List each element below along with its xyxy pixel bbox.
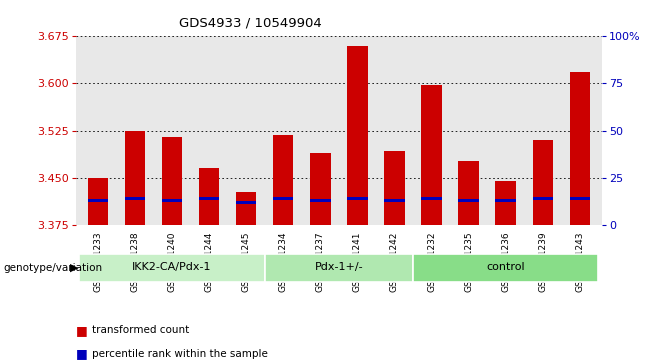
Text: GDS4933 / 10549904: GDS4933 / 10549904 [179,16,321,29]
Text: ▶: ▶ [70,263,78,273]
Text: genotype/variation: genotype/variation [3,263,103,273]
Bar [199,197,219,200]
Bar [273,135,293,225]
Text: control: control [486,262,525,272]
Bar [236,201,257,204]
Bar [125,131,145,225]
Bar [495,199,516,202]
Bar [459,161,479,225]
Bar [80,254,265,282]
Text: ■: ■ [76,347,88,360]
Bar [347,197,368,200]
Text: Pdx-1+/-: Pdx-1+/- [315,262,363,272]
Bar [459,199,479,202]
Bar [236,192,257,225]
Bar [310,199,330,202]
Text: percentile rank within the sample: percentile rank within the sample [92,349,268,359]
Text: transformed count: transformed count [92,325,190,335]
Bar [532,197,553,200]
Bar [162,137,182,225]
Bar [162,199,182,202]
Bar [532,140,553,225]
Bar [421,197,442,200]
Bar [265,254,413,282]
Bar [273,197,293,200]
Bar [384,151,405,225]
Bar [570,72,590,225]
Bar [495,181,516,225]
Bar [88,178,108,225]
Bar [310,153,330,225]
Bar [570,197,590,200]
Bar [88,199,108,202]
Bar [125,197,145,200]
Text: ■: ■ [76,324,88,337]
Bar [199,168,219,225]
Bar [413,254,598,282]
Text: IKK2-CA/Pdx-1: IKK2-CA/Pdx-1 [132,262,212,272]
Bar [421,85,442,225]
Bar [347,46,368,225]
Bar [384,199,405,202]
